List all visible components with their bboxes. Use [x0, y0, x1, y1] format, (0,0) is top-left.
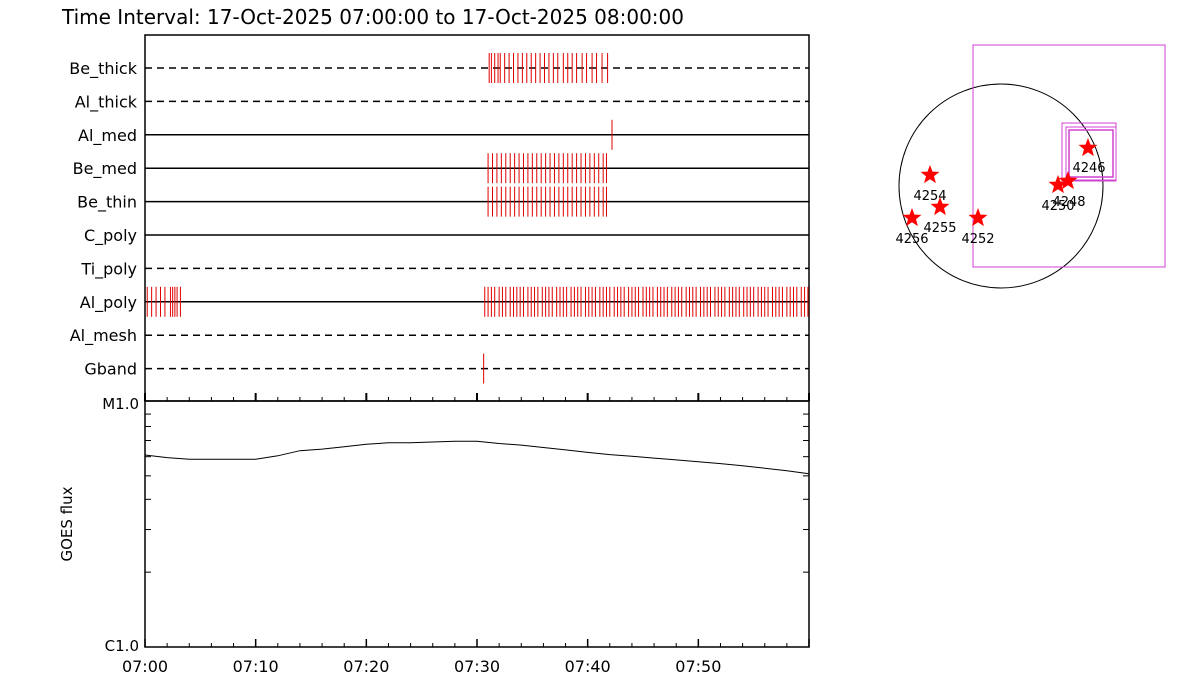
channel-al-poly: Al_poly [80, 286, 809, 317]
channel-c-poly: C_poly [84, 226, 809, 246]
channel-label-ti-poly: Ti_poly [80, 259, 137, 279]
active-region-4255: 4255 [923, 197, 957, 236]
region-star-marker [930, 197, 950, 216]
fov-box-small-3 [1068, 129, 1114, 178]
channel-al-med: Al_med [78, 119, 809, 150]
channel-label-be-thin: Be_thin [77, 193, 137, 213]
region-star-marker [1058, 171, 1078, 190]
fov-box-small-2 [1065, 126, 1117, 181]
x-tick-label: 07:30 [454, 657, 500, 676]
region-label: 4256 [895, 232, 928, 247]
goes-frame [144, 400, 810, 648]
x-tick-label: 07:20 [343, 657, 389, 676]
active-region-4256: 4256 [895, 208, 929, 247]
channel-label-al-med: Al_med [78, 126, 137, 146]
region-star-marker [902, 208, 922, 227]
timeline-frame [144, 34, 810, 402]
region-label: 4252 [961, 232, 994, 247]
y-tick-label-c1: C1.0 [105, 637, 139, 655]
channel-label-al-thick: Al_thick [75, 92, 138, 112]
channel-label-gband: Gband [84, 360, 137, 379]
field-of-view-box [972, 44, 1166, 268]
active-region-4246: 4246 [1072, 138, 1106, 176]
y-tick-label-m1: M1.0 [102, 395, 139, 413]
goes-axis-ticks: 07:00 07:10 07:20 07:30 07:40 07:50 C1.0 M1.0 [102, 393, 810, 676]
channel-be-thin: Be_thin [77, 186, 809, 217]
channel-be-med: Be_med [73, 153, 809, 184]
region-star-marker [1048, 175, 1068, 194]
region-label: 4254 [913, 189, 946, 204]
channel-label-al-poly: Al_poly [80, 293, 137, 313]
channel-label-c-poly: C_poly [84, 226, 137, 246]
channel-label-be-thick: Be_thick [69, 59, 137, 79]
channel-ti-poly: Ti_poly [80, 259, 809, 279]
figure-title: Time Interval: 17-Oct-2025 07:00:00 to 1… [61, 5, 684, 29]
x-tick-label: 07:00 [122, 657, 168, 676]
goes-flux-curve [144, 440, 810, 475]
region-label: 4248 [1052, 195, 1085, 210]
x-tick-label: 07:40 [565, 657, 611, 676]
active-region-4254: 4254 [913, 165, 947, 204]
channel-be-thick: Be_thick [69, 53, 809, 83]
active-region-4248: 4248 [1052, 171, 1086, 210]
active-region-4252: 4252 [961, 208, 995, 247]
goes-y-label: GOES flux [58, 486, 76, 561]
region-star-marker [1078, 138, 1098, 157]
region-star-marker [920, 165, 940, 184]
channel-rows: Be_thick Al_thick Al_med Be_med Be_thin C_pol… [69, 53, 809, 384]
x-tick-label: 07:50 [675, 657, 721, 676]
channel-al-mesh: Al_mesh [70, 326, 809, 346]
x-tick-label: 07:10 [233, 657, 279, 676]
channel-timeline-panel: Be_thick Al_thick Al_med Be_med Be_thin C_pol… [69, 34, 810, 402]
solar-limb [898, 83, 1104, 289]
goes-flux-line [144, 440, 810, 475]
channel-label-al-mesh: Al_mesh [70, 326, 137, 346]
goes-flux-panel: 07:00 07:10 07:20 07:30 07:40 07:50 C1.0 M1.0 G… [58, 393, 810, 676]
region-label: 4255 [923, 221, 956, 236]
channel-gband: Gband [84, 353, 809, 384]
region-label: 4246 [1072, 161, 1105, 176]
region-label: 4250 [1041, 199, 1074, 214]
channel-label-be-med: Be_med [73, 159, 137, 179]
region-star-marker [968, 208, 988, 227]
active-region-4250: 4250 [1041, 175, 1075, 214]
channel-al-thick: Al_thick [75, 92, 809, 112]
